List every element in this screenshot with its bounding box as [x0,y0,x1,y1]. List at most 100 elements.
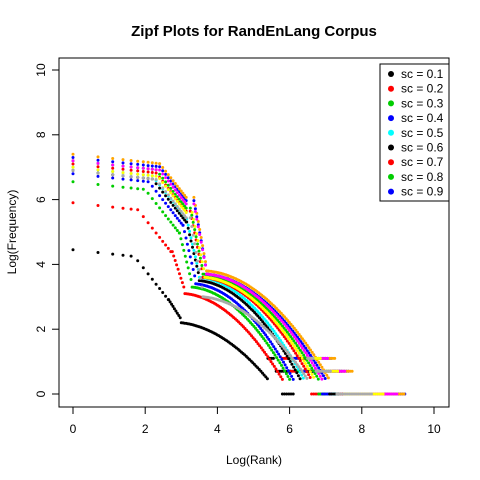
data-point [372,392,376,396]
legend-item: sc = 0.9 [388,185,444,199]
data-point [292,335,296,339]
data-point [96,251,100,254]
data-point [307,373,311,377]
data-point [141,179,145,183]
data-point [186,226,190,230]
data-point [166,183,170,187]
data-point [129,207,133,211]
data-point [171,189,175,193]
data-point [173,226,177,230]
data-point [254,326,257,330]
data-point [261,348,265,352]
data-point [191,245,194,249]
data-point [171,185,175,189]
data-point [323,377,327,380]
data-point [166,205,170,209]
data-point [196,242,199,246]
legend-item: sc = 0.2 [388,82,444,96]
data-point [179,196,183,199]
data-point [275,350,279,354]
legend-label: sc = 0.9 [401,185,444,199]
data-point [197,268,201,272]
data-point [164,201,168,205]
legend-label: sc = 0.3 [401,96,444,110]
data-point [317,360,321,364]
data-point [290,356,294,360]
data-point [189,278,193,281]
data-point [179,237,183,241]
data-point [121,185,125,189]
data-point [161,186,165,190]
data-point [129,165,133,169]
data-point [305,370,309,374]
data-point [202,252,206,256]
data-point [269,360,273,364]
data-point [141,187,145,191]
data-point [177,202,181,206]
data-point [180,281,184,285]
data-point [180,243,184,247]
data-point [346,392,350,396]
data-point [179,276,183,280]
data-point [164,194,168,198]
data-point [271,327,274,331]
data-point [181,206,185,210]
data-point [273,353,277,357]
data-point [253,338,257,342]
data-point [315,363,319,367]
y-axis-label: Log(Frequency) [5,190,19,275]
data-point [317,366,321,370]
data-point [181,223,185,227]
data-point [287,352,291,356]
data-point [190,211,194,214]
data-point [277,336,281,340]
data-point [192,199,196,203]
data-point [111,173,115,177]
data-point [294,337,298,341]
data-point [318,374,322,378]
data-point [193,207,197,211]
data-point [121,177,125,181]
data-point [150,277,154,281]
data-point [71,248,75,252]
data-point [179,221,183,225]
data-point [275,356,279,360]
data-point [310,366,314,370]
legend-item: sc = 0.6 [388,141,444,155]
data-point [312,353,316,357]
data-point [272,345,276,349]
data-point [285,366,289,370]
data-point [129,168,133,172]
data-point [339,392,343,396]
x-tick-label: 8 [358,422,365,436]
data-point [402,392,406,396]
data-point [141,215,145,219]
data-point [303,356,307,360]
data-point [111,157,115,160]
data-point [273,347,277,351]
data-point [297,365,301,369]
data-point [265,335,269,339]
data-point [185,242,189,246]
data-point [188,216,192,220]
data-point [183,204,187,208]
data-point [282,326,286,330]
data-point [146,164,150,168]
data-point [177,207,181,211]
data-point [129,175,133,179]
data-point [150,197,154,201]
data-point [302,359,306,363]
data-point [386,392,390,396]
data-point [146,170,150,174]
data-point [150,226,154,230]
data-point [141,170,145,173]
data-point [175,199,179,203]
legend-item: sc = 0.4 [388,111,444,125]
data-point [281,324,285,328]
data-point [175,191,179,195]
data-point [280,363,283,367]
data-point [281,366,285,370]
data-point [169,182,173,186]
data-point [294,346,298,350]
data-point [259,346,263,350]
